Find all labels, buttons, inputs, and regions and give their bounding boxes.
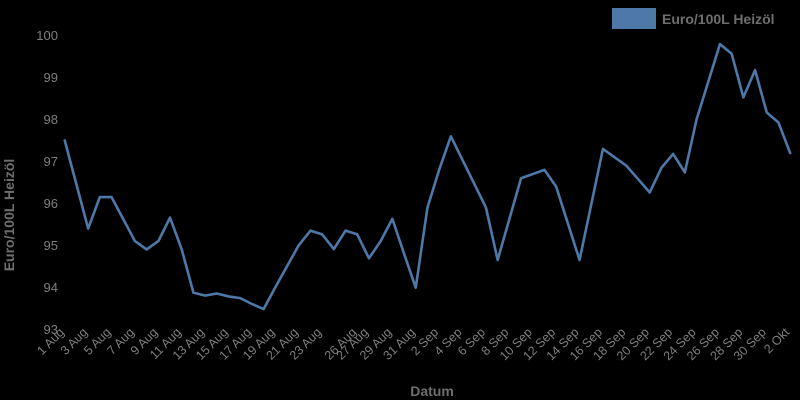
svg-text:100: 100 xyxy=(36,28,58,43)
svg-text:94: 94 xyxy=(44,280,58,295)
svg-text:98: 98 xyxy=(44,112,58,127)
svg-text:2 Okt: 2 Okt xyxy=(761,325,792,356)
svg-text:Datum: Datum xyxy=(410,383,454,399)
svg-text:96: 96 xyxy=(44,196,58,211)
svg-text:95: 95 xyxy=(44,238,58,253)
svg-text:99: 99 xyxy=(44,70,58,85)
svg-text:Euro/100L Heizöl: Euro/100L Heizöl xyxy=(1,159,17,272)
svg-text:97: 97 xyxy=(44,154,58,169)
svg-text:Euro/100L Heizöl: Euro/100L Heizöl xyxy=(662,11,775,27)
